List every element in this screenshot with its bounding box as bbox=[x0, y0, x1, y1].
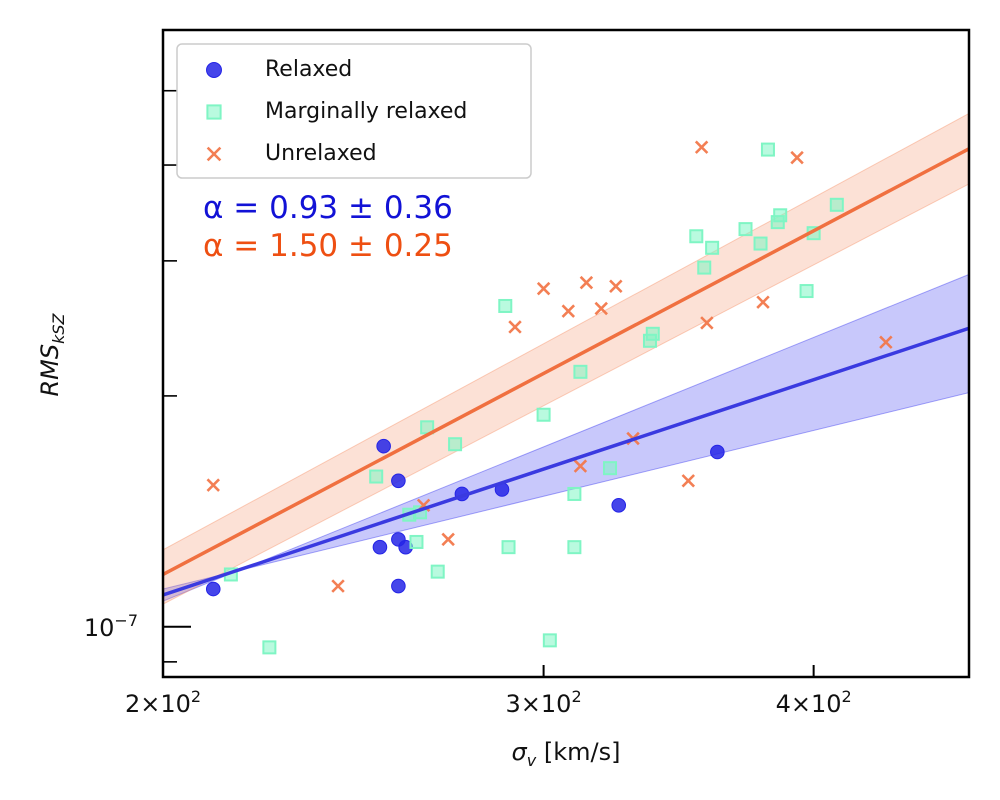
y-tick-label: 10−7 bbox=[84, 611, 138, 642]
data-point-square bbox=[567, 486, 582, 501]
data-point-x bbox=[681, 474, 696, 488]
plot-frame bbox=[161, 28, 971, 679]
data-point-x bbox=[790, 150, 804, 165]
data-point-circle bbox=[372, 539, 388, 555]
y-axis-label: RMSkSZ bbox=[36, 312, 68, 396]
data-point-square bbox=[536, 407, 551, 422]
legend-marker-x bbox=[206, 146, 222, 162]
data-point-circle bbox=[710, 444, 725, 460]
data-point-square bbox=[697, 260, 712, 275]
data-point-square bbox=[501, 540, 516, 555]
data-point-circle bbox=[611, 498, 627, 513]
data-point-x bbox=[579, 275, 594, 290]
data-point-square bbox=[567, 540, 582, 555]
data-point-square bbox=[409, 534, 424, 549]
data-point-x bbox=[694, 140, 709, 154]
data-point-x bbox=[508, 320, 522, 334]
data-point-x bbox=[756, 295, 770, 309]
data-point-x bbox=[609, 279, 623, 293]
legend-box bbox=[176, 43, 532, 179]
data-point-square bbox=[262, 640, 277, 655]
legend-label: Relaxed bbox=[265, 57, 352, 82]
data-point-square bbox=[773, 208, 788, 223]
data-point-x bbox=[206, 478, 220, 492]
data-point-x bbox=[700, 316, 714, 330]
data-point-square bbox=[573, 364, 588, 379]
legend: Relaxed Marginally relaxed Unrelaxed bbox=[176, 43, 532, 179]
fit-bands bbox=[163, 112, 969, 605]
alpha-annotation: α = 1.50 ± 0.25 bbox=[203, 228, 453, 264]
data-point-square bbox=[738, 222, 753, 237]
alpha-annotation: α = 0.93 ± 0.36 bbox=[203, 190, 453, 226]
data-point-square bbox=[430, 564, 445, 579]
data-point-square bbox=[448, 437, 463, 452]
fit-line bbox=[163, 147, 969, 577]
data-point-x bbox=[879, 335, 893, 349]
data-point-x bbox=[594, 301, 608, 316]
legend-marker-square bbox=[206, 104, 222, 120]
fit-lines bbox=[163, 147, 969, 597]
legend-label: Unrelaxed bbox=[265, 141, 377, 166]
data-point-square bbox=[753, 236, 768, 251]
x-tick-label: 4×102 bbox=[776, 687, 852, 718]
data-point-square bbox=[829, 197, 844, 212]
axis-ticks: 2×102 3×102 4×102 10−7 bbox=[84, 89, 852, 718]
data-point-circle bbox=[376, 438, 391, 454]
data-point-circle bbox=[205, 581, 221, 597]
data-point-x bbox=[536, 281, 551, 296]
legend-label: Marginally relaxed bbox=[265, 99, 467, 124]
data-point-x bbox=[441, 532, 455, 547]
data-point-circle bbox=[391, 473, 406, 489]
data-point-square bbox=[645, 326, 660, 341]
data-point-x bbox=[573, 459, 588, 473]
legend-marker-circle bbox=[206, 62, 222, 78]
data-point-x bbox=[331, 579, 345, 593]
data-point-square bbox=[369, 469, 384, 484]
x-axis-label: σv [km/s] bbox=[512, 738, 621, 770]
data-point-square bbox=[760, 142, 775, 157]
fit-line bbox=[163, 326, 969, 597]
fit-annotations: α = 0.93 ± 0.36α = 1.50 ± 0.25 bbox=[203, 190, 453, 264]
data-point-square bbox=[498, 298, 513, 313]
data-point-square bbox=[799, 284, 814, 299]
confidence-band bbox=[163, 112, 969, 605]
x-tick-label: 2×102 bbox=[125, 687, 201, 718]
x-tick-label: 3×102 bbox=[506, 687, 582, 718]
data-point-square bbox=[705, 240, 720, 255]
confidence-band bbox=[163, 273, 969, 602]
data-point-square bbox=[542, 633, 557, 648]
data-point-x bbox=[561, 304, 576, 318]
data-point-square bbox=[603, 461, 618, 476]
data-point-circle bbox=[391, 578, 406, 594]
data-point-square bbox=[689, 229, 704, 244]
